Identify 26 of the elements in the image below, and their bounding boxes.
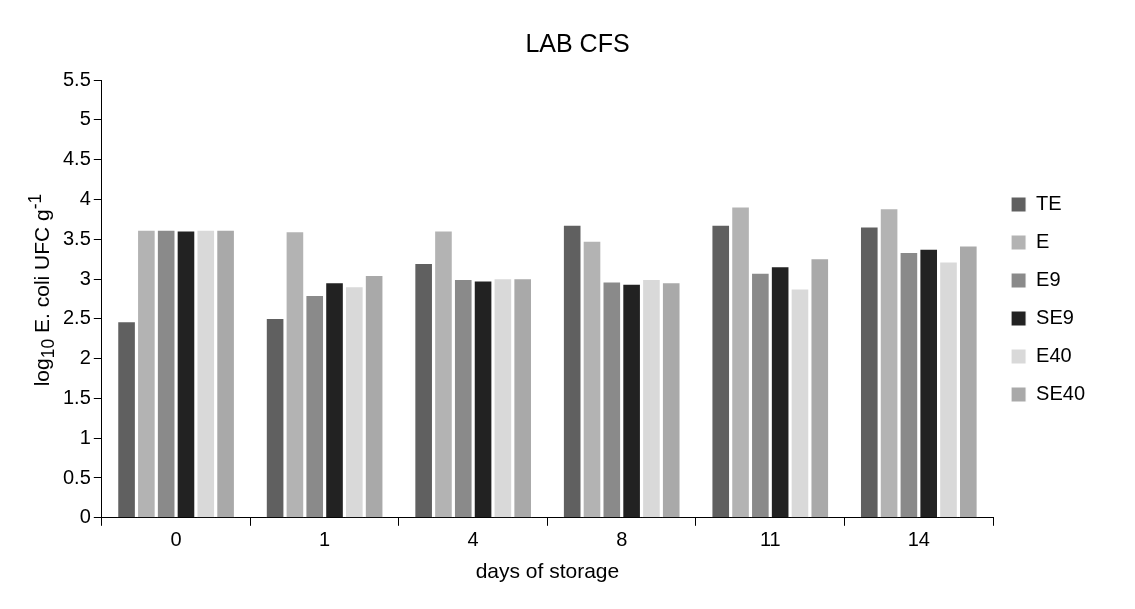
y-tick-label: 2.5 [62,306,91,329]
y-tick-label: 0 [79,505,91,528]
x-tick-label: 0 [170,528,182,551]
y-tick-label: 4.5 [62,147,91,170]
legend-label: E40 [1036,344,1072,367]
x-axis-title: days of storage [475,559,620,583]
y-tick-label: 5 [79,107,91,130]
legend-label: SE40 [1036,382,1086,405]
y-tick-label: 2 [79,346,91,369]
y-tick-label: 1.5 [62,385,91,408]
chart-title: LAB CFS [525,28,630,57]
y-tick-label: 3 [79,266,91,289]
y-tick-label: 3.5 [62,226,91,249]
x-tick-label: 11 [759,528,781,551]
legend-label: SE9 [1036,306,1074,329]
x-tick-label: 8 [616,528,628,551]
y-tick-label: 1 [79,425,91,448]
x-tick-label: 14 [907,528,930,551]
legend-label: E9 [1036,268,1061,291]
y-tick-label: 4 [79,186,91,209]
x-tick-label: 4 [467,528,479,551]
y-tick-label: 0.5 [62,465,91,488]
legend-label: TE [1036,192,1062,215]
y-tick-label: 5.5 [62,67,91,90]
legend-label: E [1036,230,1050,253]
x-tick-label: 1 [319,528,331,551]
